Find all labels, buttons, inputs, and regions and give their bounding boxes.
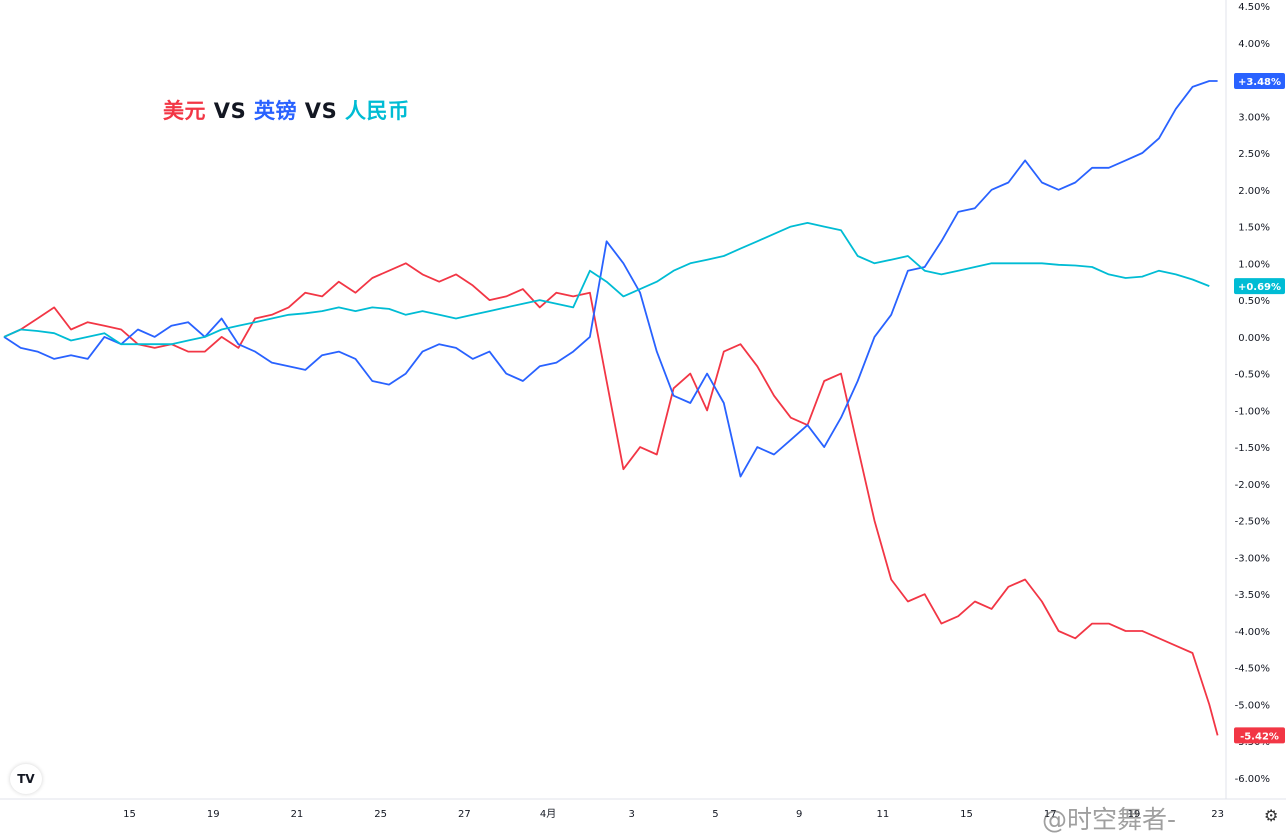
x-tick-label: 19: [1128, 809, 1141, 820]
x-tick-label: 15: [960, 809, 973, 820]
x-tick-label: 11: [876, 809, 889, 820]
y-tick-label: 2.50%: [1238, 149, 1270, 160]
chart-title: 美元 VS 英镑 VS 人民币: [163, 95, 410, 125]
y-tick-label: -6.00%: [1235, 774, 1270, 785]
x-tick-label: 27: [458, 809, 471, 820]
gear-icon[interactable]: ⚙: [1264, 806, 1279, 825]
y-tick-label: -5.00%: [1235, 700, 1270, 711]
x-tick-label: 25: [374, 809, 387, 820]
last-value-badge-usd: [1234, 727, 1285, 744]
y-tick-label: -3.00%: [1235, 553, 1270, 564]
title-vs-1: VS: [206, 99, 254, 123]
last-value-badge-cny: [1234, 278, 1285, 295]
title-cny: 人民币: [345, 99, 410, 123]
x-tick-label: 4月: [540, 808, 556, 820]
title-gbp: 英镑: [254, 99, 297, 123]
title-usd: 美元: [163, 99, 206, 123]
y-tick-label: 1.00%: [1238, 259, 1270, 270]
x-tick-label: 19: [207, 809, 220, 820]
x-tick-label: 17: [1044, 809, 1057, 820]
y-tick-label: -1.50%: [1235, 443, 1270, 454]
y-tick-label: -4.50%: [1235, 664, 1270, 675]
tradingview-logo[interactable]: TV: [10, 764, 42, 794]
series-line-gbp: [3, 80, 1218, 478]
watermark: @时空舞者-: [1042, 805, 1177, 834]
y-tick-label: -4.00%: [1235, 627, 1270, 638]
y-tick-label: 0.00%: [1238, 333, 1270, 344]
x-tick-label: 15: [123, 809, 136, 820]
y-tick-label: 3.00%: [1238, 112, 1270, 123]
series-line-cny: [3, 222, 1210, 346]
x-tick-label: 9: [796, 809, 802, 820]
y-tick-label: 4.50%: [1238, 2, 1270, 13]
y-tick-label: -3.50%: [1235, 590, 1270, 601]
last-value-badge-gbp: [1234, 72, 1285, 89]
y-tick-label: 1.50%: [1238, 223, 1270, 234]
series-line-usd: [3, 262, 1219, 736]
tradingview-logo-text: TV: [17, 772, 35, 786]
last-value-label-usd: -5.42%: [1240, 731, 1279, 742]
y-tick-label: 4.00%: [1238, 39, 1270, 50]
y-tick-label: -2.00%: [1235, 480, 1270, 491]
y-tick-label: -1.00%: [1235, 406, 1270, 417]
x-tick-label: 23: [1211, 809, 1224, 820]
x-tick-label: 5: [712, 809, 718, 820]
y-tick-label: -2.50%: [1235, 517, 1270, 528]
title-vs-2: VS: [297, 99, 345, 123]
x-tick-label: 21: [291, 809, 304, 820]
y-tick-label: -0.50%: [1235, 370, 1270, 381]
y-tick-label: 0.50%: [1238, 296, 1270, 307]
last-value-label-cny: +0.69%: [1238, 282, 1281, 293]
last-value-label-gbp: +3.48%: [1238, 77, 1281, 88]
x-tick-label: 3: [629, 809, 635, 820]
y-tick-label: 2.00%: [1238, 186, 1270, 197]
